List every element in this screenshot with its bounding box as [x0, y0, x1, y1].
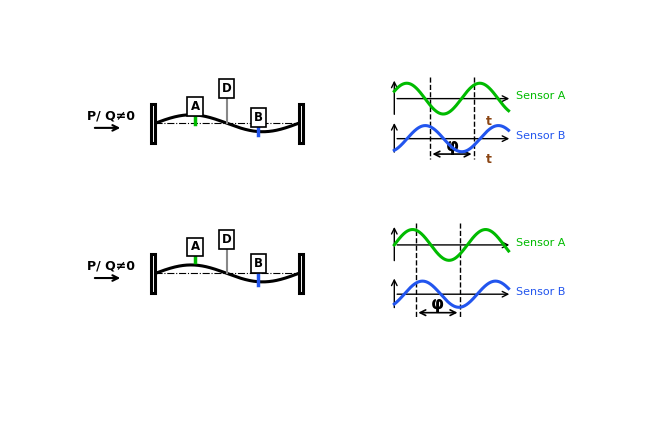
- Text: B: B: [254, 257, 263, 270]
- Text: Sensor B: Sensor B: [516, 287, 565, 297]
- Text: P/ Q≠0: P/ Q≠0: [87, 109, 136, 122]
- Text: t: t: [486, 153, 491, 166]
- Text: φ: φ: [446, 137, 459, 155]
- Text: Sensor B: Sensor B: [516, 131, 565, 141]
- Text: D: D: [222, 232, 232, 245]
- Text: Sensor A: Sensor A: [516, 91, 565, 101]
- Bar: [299, 254, 303, 293]
- Text: t: t: [486, 115, 491, 128]
- Text: A: A: [191, 240, 199, 254]
- Text: Sensor A: Sensor A: [516, 237, 565, 248]
- Text: φ: φ: [432, 296, 444, 313]
- Text: D: D: [222, 82, 232, 95]
- Bar: [151, 104, 155, 142]
- Text: B: B: [254, 111, 263, 124]
- Text: A: A: [191, 100, 199, 113]
- Bar: [299, 104, 303, 142]
- Text: P/ Q≠0: P/ Q≠0: [87, 259, 136, 272]
- Bar: [151, 254, 155, 293]
